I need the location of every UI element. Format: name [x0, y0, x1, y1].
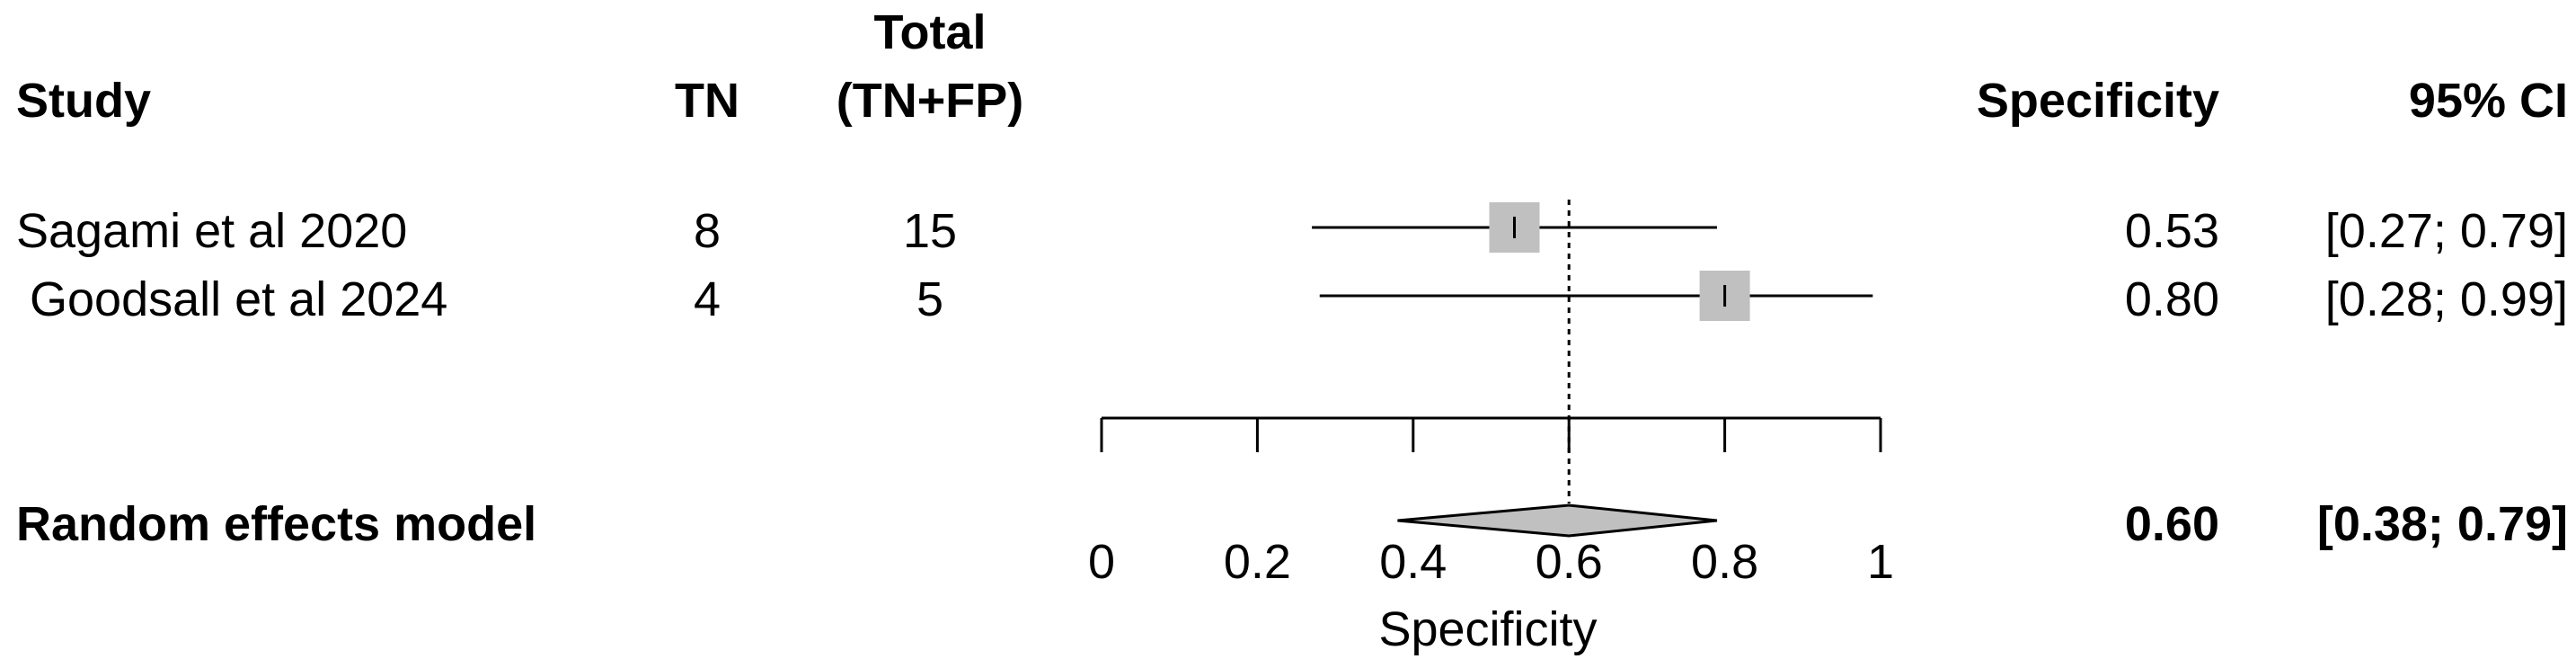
plot-marks: 0 0.2 0.4 0.6 0.8 1: [1088, 200, 1894, 589]
study-2-name: Goodsall et al 2024: [16, 272, 447, 326]
header-ci: 95% CI: [2409, 74, 2568, 128]
header-total-line1: Total: [874, 5, 987, 59]
study-1-spec: 0.53: [2125, 204, 2219, 258]
x-tick-label-5: 1: [1867, 535, 1894, 589]
header-tn: TN: [675, 74, 739, 128]
study-1-name: Sagami et al 2020: [16, 204, 407, 258]
pooled-name: Random effects model: [16, 497, 536, 551]
study-2-tn: 4: [694, 272, 721, 326]
x-tick-label-4: 0.8: [1691, 535, 1758, 589]
x-axis-title: Specificity: [1378, 602, 1597, 656]
pooled-diamond: [1397, 503, 1718, 538]
study-1-ci: [0.27; 0.79]: [2325, 204, 2568, 258]
study-2-spec: 0.80: [2125, 272, 2219, 326]
pooled-spec: 0.60: [2125, 497, 2219, 551]
x-tick-label-0: 0: [1088, 535, 1115, 589]
x-tick-label-2: 0.4: [1379, 535, 1447, 589]
header-study: Study: [16, 74, 151, 128]
study-2-ci: [0.28; 0.99]: [2325, 272, 2568, 326]
x-tick-label-1: 0.2: [1224, 535, 1291, 589]
x-tick-label-3: 0.6: [1536, 535, 1603, 589]
study-2-total: 5: [916, 272, 943, 326]
header-total-line2: (TN+FP): [837, 74, 1024, 128]
header-specificity: Specificity: [1977, 74, 2219, 128]
pooled-ci: [0.38; 0.79]: [2317, 497, 2568, 551]
study-1-total: 15: [903, 204, 957, 258]
study-1-tn: 8: [694, 204, 721, 258]
